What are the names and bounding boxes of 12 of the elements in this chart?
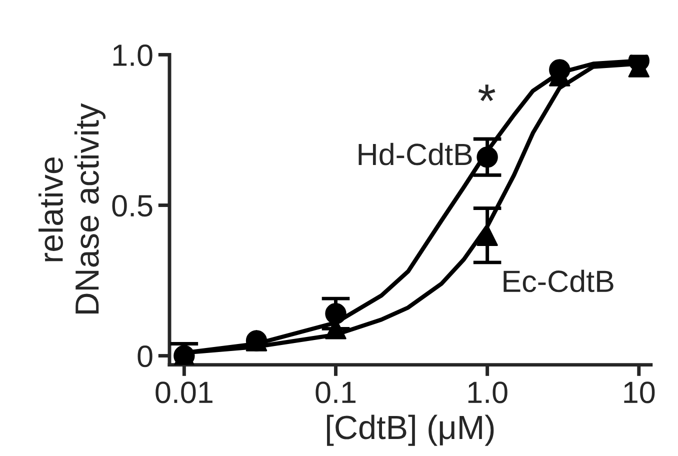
series-label: Hd-CdtB xyxy=(358,142,472,166)
y-axis-title: relative DNase activity xyxy=(38,103,106,314)
x-tick-label: 10 xyxy=(624,382,655,404)
y-tick-label: 0 xyxy=(138,346,152,368)
x-tick-label: 0.01 xyxy=(156,382,212,404)
x-tick-label: 0.1 xyxy=(316,382,356,404)
series-label: Ec-CdtB xyxy=(504,270,614,292)
x-axis-title: [CdtB] (μM) xyxy=(327,414,494,446)
x-tick-label: 1.0 xyxy=(468,382,508,404)
annotation: * xyxy=(478,84,496,102)
y-tick-label: 0.5 xyxy=(112,194,152,217)
y-tick-label: 1.0 xyxy=(113,44,152,66)
